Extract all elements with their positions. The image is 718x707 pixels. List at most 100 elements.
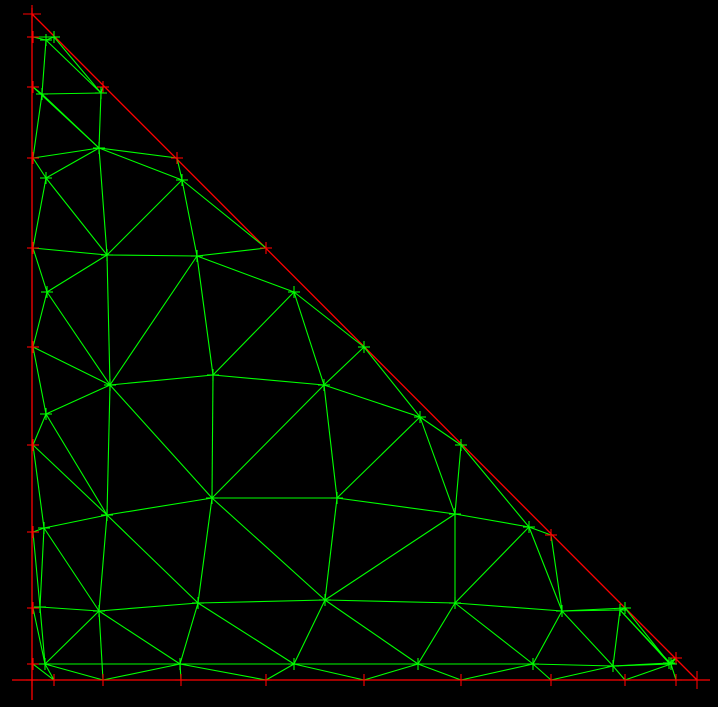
mesh-edge <box>106 254 198 257</box>
mesh-edge <box>211 384 325 499</box>
mesh-edge <box>109 374 214 386</box>
interior-node-marker <box>318 379 330 391</box>
mesh-edge <box>106 384 111 516</box>
mesh-edge <box>336 497 456 515</box>
mesh-edge <box>45 147 100 179</box>
mesh-edge <box>32 444 108 516</box>
mesh-edge <box>32 177 47 249</box>
mesh-edge <box>532 610 563 665</box>
mesh-edge <box>32 157 47 179</box>
boundary-node-marker <box>97 674 109 686</box>
boundary-node-marker <box>27 341 39 353</box>
mesh-edge <box>98 514 108 612</box>
mesh-edge <box>417 602 456 665</box>
interior-node-marker <box>95 87 107 99</box>
mesh-edge <box>109 255 198 386</box>
mesh-edge <box>106 179 183 256</box>
mesh-edge <box>39 606 46 665</box>
interior-node-marker <box>619 602 631 614</box>
boundary-node-marker <box>27 31 39 43</box>
mesh-edge <box>454 526 530 604</box>
interior-node-marker <box>191 250 203 262</box>
mesh-edge <box>32 346 47 415</box>
mesh-edge <box>670 663 677 681</box>
boundary-node-marker <box>175 674 187 686</box>
mesh-edge <box>181 179 267 249</box>
boundary-node-marker <box>27 526 39 538</box>
interior-node-marker <box>358 341 370 353</box>
mesh-edge <box>324 599 419 665</box>
interior-node-marker <box>101 509 113 521</box>
mesh-edge <box>323 384 338 499</box>
mesh-edge <box>45 384 111 415</box>
interior-node-marker <box>93 605 105 617</box>
mesh-edge <box>32 86 100 149</box>
mesh-edge <box>46 254 108 293</box>
mesh-edge <box>624 607 670 664</box>
interior-node-marker <box>101 249 113 261</box>
interior-node-marker <box>449 597 461 609</box>
mesh-edge <box>336 416 421 499</box>
mesh-edge <box>109 384 213 499</box>
mesh-edge <box>44 610 100 665</box>
interior-node-marker <box>40 172 52 184</box>
mesh-edge <box>39 606 100 612</box>
mesh-edge <box>45 39 102 94</box>
mesh-edge <box>454 602 563 612</box>
mesh-edge <box>460 444 530 528</box>
mesh-edge <box>44 663 104 681</box>
boundary-node-marker <box>27 152 39 164</box>
mesh-edge <box>612 609 621 667</box>
mesh-edge <box>32 531 41 608</box>
mesh-edge <box>98 92 102 149</box>
boundary-node-marker <box>27 602 39 614</box>
mesh-edge <box>44 663 55 681</box>
mesh-edge <box>197 599 326 604</box>
boundary-node-marker <box>670 674 682 686</box>
boundary-node-marker <box>545 529 557 541</box>
mesh-edge <box>363 346 421 418</box>
mesh-edges <box>32 36 677 681</box>
mesh-edge <box>323 384 421 418</box>
boundary-node-marker <box>688 671 706 689</box>
mesh-edge <box>102 663 181 681</box>
boundary-node-marker <box>26 674 38 686</box>
interior-node-marker <box>36 88 48 100</box>
mesh-edge <box>41 92 102 95</box>
mesh-nodes <box>23 5 706 689</box>
interior-node-marker <box>38 522 50 534</box>
interior-node-marker <box>48 31 60 43</box>
mesh-edge <box>417 663 462 681</box>
interior-node-marker <box>288 658 300 670</box>
mesh-edge <box>43 527 100 612</box>
boundary-node-marker <box>358 674 370 686</box>
mesh-edge <box>550 534 563 612</box>
interior-node-marker <box>40 34 52 46</box>
interior-node-marker <box>331 492 343 504</box>
mesh-edge <box>32 346 111 386</box>
mesh-edge <box>532 663 614 667</box>
interior-node-marker <box>207 369 219 381</box>
mesh-edge <box>106 497 213 516</box>
boundary-node-marker <box>545 674 557 686</box>
mesh-edge <box>619 609 670 664</box>
mesh-edge <box>532 663 552 681</box>
mesh-edge <box>98 147 108 256</box>
mesh-edge <box>43 514 108 529</box>
mesh-edge <box>176 157 183 181</box>
boundary-node-marker <box>455 674 467 686</box>
interior-node-marker <box>455 439 467 451</box>
boundary-node-marker <box>171 152 183 164</box>
mesh-edge <box>550 665 614 681</box>
mesh-edge <box>324 513 456 601</box>
boundary-node-marker <box>23 5 41 23</box>
mesh-edge <box>528 526 563 612</box>
mesh-edge <box>181 179 198 257</box>
interior-node-marker <box>449 508 461 520</box>
mesh-edge <box>612 665 626 681</box>
interior-node-marker <box>607 660 619 672</box>
mesh-edge <box>324 497 338 601</box>
mesh-edge <box>32 247 48 293</box>
interior-node-marker <box>40 408 52 420</box>
